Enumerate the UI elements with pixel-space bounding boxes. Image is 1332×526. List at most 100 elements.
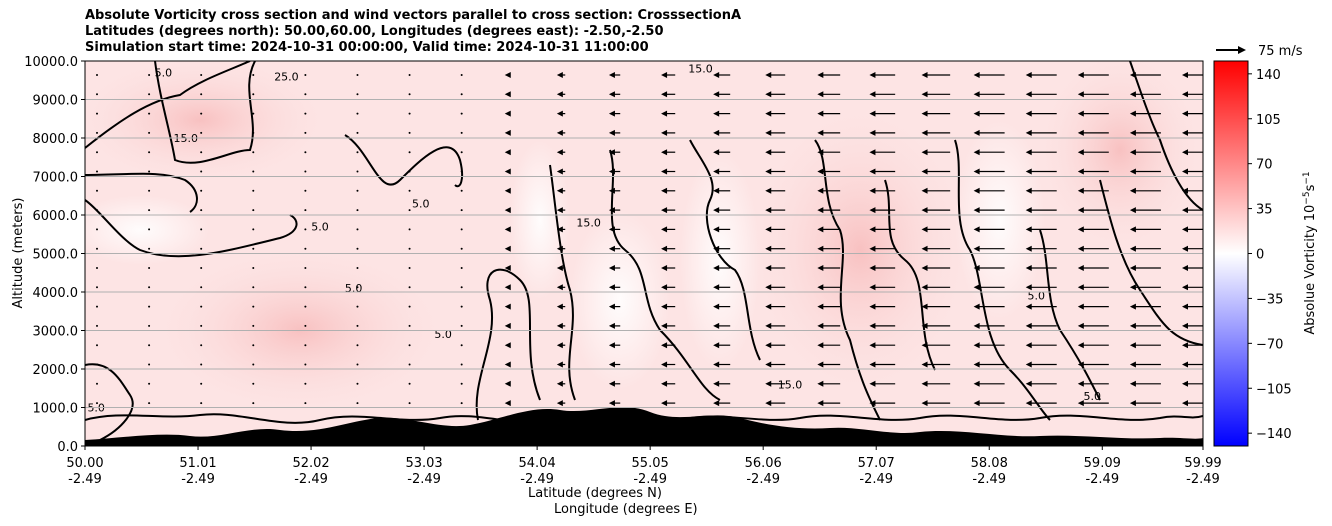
- wind-vector: [1129, 400, 1161, 407]
- contour-label: 5.0: [1083, 390, 1101, 403]
- wind-vector: [973, 265, 1005, 271]
- wind-vector: [408, 324, 411, 327]
- wind-vector: [1129, 226, 1161, 233]
- wind-vector: [252, 93, 255, 96]
- wind-vector: [608, 226, 621, 233]
- wind-vector: [200, 209, 203, 212]
- wind-vector: [504, 245, 511, 252]
- wind-vector: [96, 131, 98, 134]
- wind-vector: [356, 209, 359, 212]
- wind-vector: [96, 382, 98, 385]
- wind-vector: [252, 131, 255, 134]
- wind-vector: [1077, 265, 1109, 271]
- wind-vector: [460, 363, 463, 366]
- wind-vector: [460, 74, 463, 76]
- y-axis-ticks: 0.0 1000.0 2000.0 3000.0 4000.0 5000.0 6000.0 7…: [24, 55, 85, 455]
- wind-vectors: [96, 72, 1203, 407]
- wind-vector: [869, 284, 896, 291]
- wind-vector: [1182, 265, 1203, 271]
- wind-vector: [356, 324, 359, 327]
- wind-vector: [817, 187, 841, 194]
- wind-vector: [148, 151, 151, 154]
- y-tick-label: 0.0: [57, 440, 78, 455]
- wind-vector: [408, 344, 411, 347]
- wind-vector: [304, 324, 307, 327]
- wind-vector: [504, 265, 511, 271]
- wind-vector: [1025, 207, 1057, 214]
- wind-vector: [1025, 322, 1057, 329]
- wind-vector: [1025, 303, 1057, 310]
- y-tick-label: 7000.0: [33, 171, 79, 186]
- wind-vector: [408, 305, 411, 308]
- wind-vector: [252, 151, 255, 154]
- colorbar-tick-label: 35: [1256, 203, 1273, 218]
- wind-vector: [713, 168, 731, 175]
- wind-vector: [661, 187, 676, 194]
- wind-vector: [869, 207, 896, 214]
- wind-vector: [608, 187, 621, 194]
- wind-vector: [148, 382, 151, 385]
- wind-vector: [1025, 91, 1057, 98]
- wind-vector: [1025, 168, 1057, 175]
- wind-vector: [556, 91, 566, 98]
- wind-vector: [1182, 361, 1203, 368]
- wind-vector: [96, 324, 98, 327]
- wind-vector: [713, 322, 731, 329]
- wind-vector: [608, 110, 621, 117]
- wind-vector: [661, 380, 676, 387]
- wind-vector: [921, 400, 951, 407]
- x-tick-lat: 50.00: [66, 456, 103, 471]
- wind-vector: [304, 209, 307, 212]
- wind-vector: [921, 91, 951, 98]
- wind-vector: [661, 72, 676, 78]
- wind-vector: [1077, 245, 1109, 252]
- wind-vector: [356, 93, 359, 96]
- wind-vector: [1025, 245, 1057, 252]
- wind-vector: [356, 247, 359, 250]
- wind-vector: [408, 228, 411, 231]
- wind-vector: [408, 74, 411, 76]
- wind-vector: [504, 187, 511, 194]
- wind-vector: [556, 303, 566, 310]
- wind-vector: [96, 228, 98, 231]
- wind-vector: [96, 344, 98, 347]
- y-tick-label: 4000.0: [33, 286, 79, 301]
- colorbar-tick-label: −105: [1256, 382, 1292, 397]
- wind-vector: [921, 129, 951, 136]
- y-tick-label: 9000.0: [33, 94, 79, 109]
- wind-vector: [96, 74, 98, 76]
- wind-vector: [921, 303, 951, 310]
- wind-vector: [921, 265, 951, 271]
- wind-vector: [408, 382, 411, 385]
- wind-vector: [252, 286, 255, 289]
- wind-vector: [713, 245, 731, 252]
- wind-vector: [921, 380, 951, 387]
- wind-vector: [1077, 207, 1109, 214]
- wind-vector: [661, 91, 676, 98]
- wind-vector: [1077, 72, 1109, 78]
- wind-vector: [1077, 361, 1109, 368]
- wind-vector: [252, 189, 255, 192]
- x-tick-lat: 52.02: [292, 456, 329, 471]
- wind-vector: [1025, 284, 1057, 291]
- wind-vector: [869, 303, 896, 310]
- wind-vector: [356, 305, 359, 308]
- wind-vector: [460, 305, 463, 308]
- wind-vector: [661, 284, 676, 291]
- x-tick-lat: 56.06: [745, 456, 782, 471]
- wind-vector: [460, 344, 463, 347]
- x-tick-lat: 51.01: [179, 456, 216, 471]
- wind-vector: [356, 344, 359, 347]
- x-tick-lon: -2.49: [746, 472, 780, 487]
- y-tick-label: 6000.0: [33, 209, 79, 224]
- wind-vector: [200, 305, 203, 308]
- wind-vector: [921, 245, 951, 252]
- wind-vector: [96, 170, 98, 173]
- wind-vector: [921, 149, 951, 156]
- wind-vector: [460, 93, 463, 96]
- wind-vector: [96, 151, 98, 154]
- wind-vector: [869, 226, 896, 233]
- wind-vector: [200, 151, 203, 154]
- wind-vector: [304, 93, 307, 96]
- wind-vector: [148, 170, 151, 173]
